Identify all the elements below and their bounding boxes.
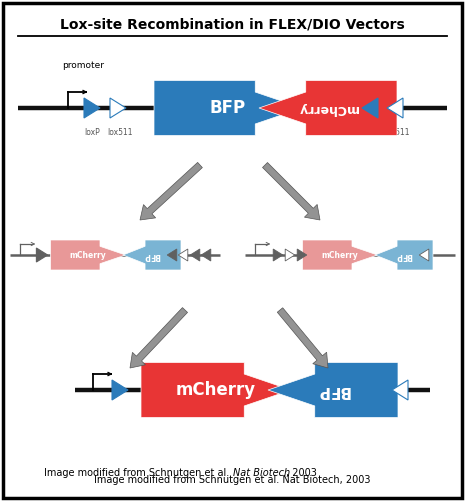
- Polygon shape: [167, 249, 177, 261]
- Polygon shape: [259, 81, 397, 135]
- Polygon shape: [273, 249, 283, 261]
- Polygon shape: [375, 240, 433, 270]
- Polygon shape: [201, 249, 211, 261]
- Polygon shape: [387, 98, 403, 118]
- Text: loxP: loxP: [363, 128, 379, 137]
- Polygon shape: [110, 98, 126, 118]
- Text: mCherry: mCherry: [298, 102, 358, 115]
- Polygon shape: [141, 363, 291, 417]
- Text: loxP: loxP: [84, 128, 100, 137]
- Text: lox511: lox511: [107, 128, 133, 137]
- Text: BFP: BFP: [317, 382, 350, 397]
- Polygon shape: [268, 363, 398, 417]
- Text: Image modified from Schnutgen et al.: Image modified from Schnutgen et al.: [44, 468, 232, 478]
- Polygon shape: [51, 240, 126, 270]
- Text: BFP: BFP: [144, 250, 160, 260]
- Text: BFP: BFP: [210, 99, 246, 117]
- Text: BFP: BFP: [396, 250, 412, 260]
- Text: Lox-site Recombination in FLEX/DIO Vectors: Lox-site Recombination in FLEX/DIO Vecto…: [60, 17, 405, 31]
- Polygon shape: [154, 81, 302, 135]
- Text: promoter: promoter: [62, 61, 104, 70]
- Text: mCherry: mCherry: [176, 381, 256, 399]
- Polygon shape: [362, 98, 378, 118]
- Polygon shape: [285, 249, 295, 261]
- Polygon shape: [112, 380, 128, 400]
- Text: mCherry: mCherry: [322, 250, 359, 260]
- Text: , 2003: , 2003: [286, 468, 317, 478]
- Polygon shape: [84, 98, 100, 118]
- FancyArrow shape: [263, 162, 320, 220]
- Text: mCherry: mCherry: [70, 250, 106, 260]
- Polygon shape: [36, 248, 47, 262]
- FancyArrow shape: [140, 162, 202, 220]
- Polygon shape: [392, 380, 408, 400]
- Polygon shape: [419, 249, 429, 261]
- Polygon shape: [123, 240, 181, 270]
- Polygon shape: [190, 249, 200, 261]
- FancyArrow shape: [277, 308, 328, 368]
- FancyArrow shape: [130, 308, 187, 368]
- Polygon shape: [303, 240, 378, 270]
- Text: Image modified from Schnutgen et al. Nat Biotech, 2003: Image modified from Schnutgen et al. Nat…: [94, 475, 370, 485]
- Polygon shape: [297, 249, 307, 261]
- Text: lox511: lox511: [384, 128, 410, 137]
- Polygon shape: [178, 249, 188, 261]
- Text: Nat Biotech: Nat Biotech: [232, 468, 290, 478]
